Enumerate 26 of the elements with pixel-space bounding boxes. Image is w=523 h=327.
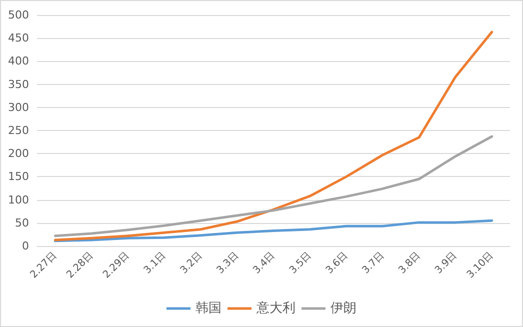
x-tick-label: 3.1日 [142, 250, 168, 276]
y-tick-label: 150 [8, 170, 29, 184]
y-tick-label: 350 [8, 78, 29, 91]
y-tick-label: 50 [15, 216, 29, 230]
x-tick-label: 3.7日 [360, 250, 387, 276]
y-tick-label: 500 [8, 8, 29, 22]
x-tick-label: 3.8日 [396, 250, 423, 276]
y-tick-label: 100 [8, 193, 29, 206]
x-tick-label: 3.3日 [214, 250, 242, 276]
line-series [54, 135, 494, 238]
line-series [54, 30, 494, 242]
legend-label: 意大利 [256, 301, 296, 316]
y-tick-label: 250 [8, 124, 29, 137]
y-tick-label: 450 [8, 32, 29, 45]
x-tick-label: 3.5日 [288, 250, 314, 276]
x-tick-label: 3.9日 [433, 250, 460, 276]
legend-label: 韩国 [196, 301, 222, 316]
x-tick-label: 3.2日 [178, 250, 205, 276]
line-series [54, 219, 494, 242]
x-tick-label: 3.6日 [324, 250, 350, 276]
legend-label: 伊朗 [330, 300, 356, 316]
x-tick-label: 3.4日 [251, 250, 278, 276]
y-tick-label: 400 [8, 54, 29, 68]
y-tick-label: 200 [8, 147, 29, 160]
y-tick-label: 300 [8, 100, 29, 114]
y-tick-label: 0 [22, 240, 29, 252]
